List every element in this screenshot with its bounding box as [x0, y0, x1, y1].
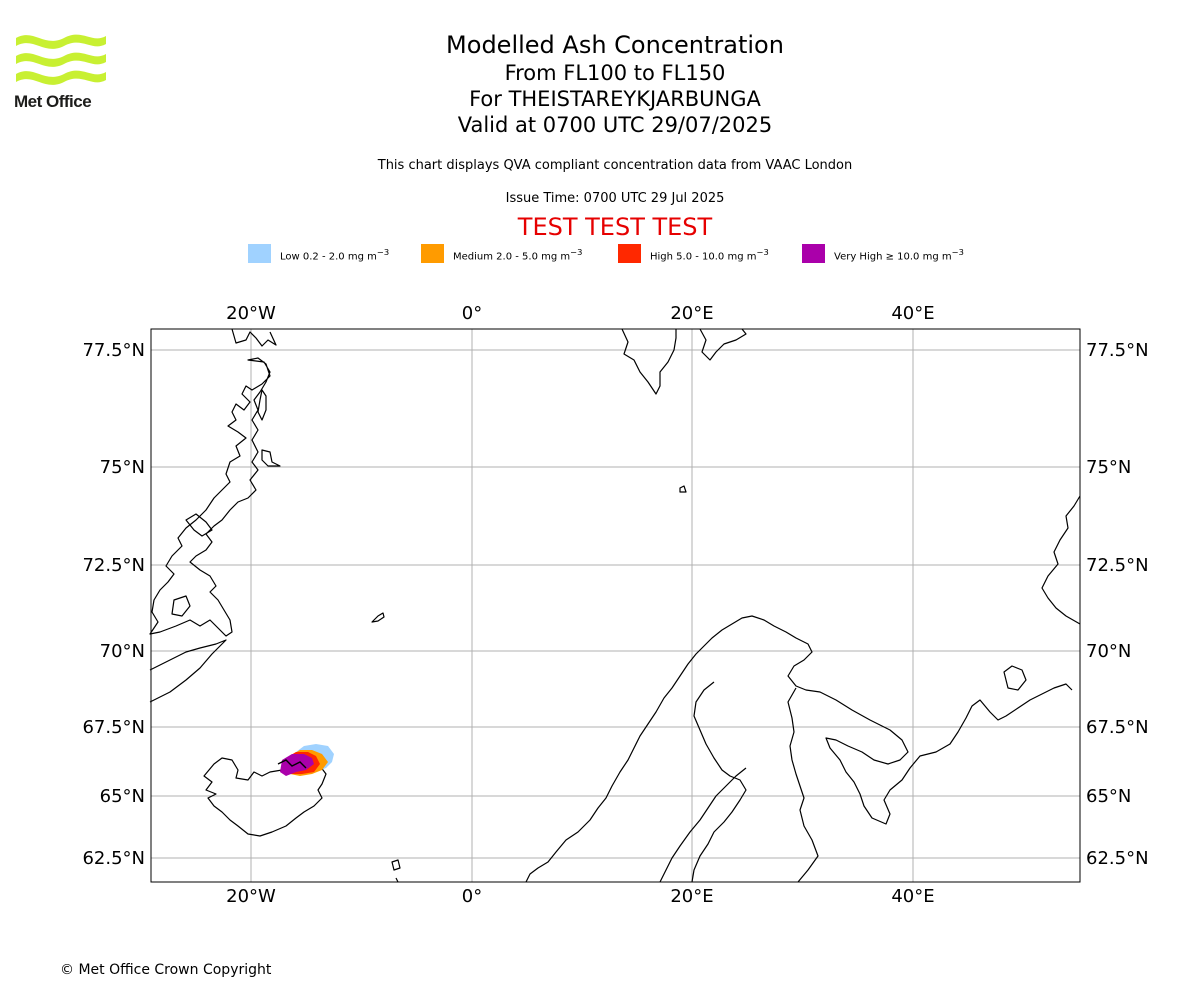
lon-label: 20°E — [670, 886, 713, 907]
longitude-labels-bottom: 20°W 0° 20°E 40°E — [226, 886, 934, 907]
lat-label: 77.5°N — [1086, 340, 1149, 361]
map-gridlines — [151, 329, 1080, 882]
lat-label: 65°N — [1086, 786, 1131, 807]
ash-plume — [277, 744, 334, 776]
lon-label: 20°W — [226, 886, 276, 907]
lat-label: 62.5°N — [82, 848, 145, 869]
lon-label: 20°W — [226, 303, 276, 324]
iceland-coast — [203, 757, 327, 837]
longitude-labels-top: 20°W 0° 20°E 40°E — [226, 303, 934, 324]
lat-label: 67.5°N — [82, 717, 145, 738]
met-office-wave-icon — [16, 34, 106, 85]
lat-label: 70°N — [100, 641, 145, 662]
scandinavia-coast — [525, 615, 1073, 883]
svalbard-coast — [621, 328, 747, 395]
chart-description: This chart displays QVA compliant concen… — [377, 158, 853, 173]
faroe-coast — [391, 859, 401, 883]
lon-label: 40°E — [891, 886, 934, 907]
lat-label: 72.5°N — [82, 555, 145, 576]
chart-title: Modelled Ash Concentration — [446, 31, 784, 59]
flight-levels: From FL100 to FL150 — [504, 61, 726, 85]
lat-label: 75°N — [100, 457, 145, 478]
legend-unit-exponent: −3 — [951, 247, 964, 257]
latitude-labels-right: 77.5°N 75°N 72.5°N 70°N 67.5°N 65°N 62.5… — [1086, 340, 1149, 869]
jan-mayen-coast — [371, 612, 385, 623]
legend-label: High 5.0 - 10.0 mg m — [650, 251, 757, 263]
logo-wordmark: Met Office — [14, 92, 92, 111]
lat-label: 62.5°N — [1086, 848, 1149, 869]
lon-label: 20°E — [670, 303, 713, 324]
legend-swatch — [802, 244, 825, 263]
legend-unit-exponent: −3 — [756, 247, 769, 257]
copyright-notice: © Met Office Crown Copyright — [60, 962, 272, 978]
test-banner: TEST TEST TEST — [517, 213, 713, 241]
legend-unit-exponent: −3 — [570, 247, 583, 257]
lat-label: 70°N — [1086, 641, 1131, 662]
lat-label: 77.5°N — [82, 340, 145, 361]
lat-label: 65°N — [100, 786, 145, 807]
legend-label: Low 0.2 - 2.0 mg m — [280, 251, 377, 263]
lat-label: 75°N — [1086, 457, 1131, 478]
met-office-logo — [14, 30, 110, 114]
valid-time: Valid at 0700 UTC 29/07/2025 — [457, 113, 773, 137]
legend-swatch — [421, 244, 444, 263]
concentration-legend: Low 0.2 - 2.0 mg m−3 Medium 2.0 - 5.0 mg… — [0, 244, 1200, 264]
legend-unit-exponent: −3 — [376, 247, 390, 257]
lat-label: 72.5°N — [1086, 555, 1149, 576]
lat-label: 67.5°N — [1086, 717, 1149, 738]
volcano-name: For THEISTAREYKJARBUNGA — [469, 87, 761, 111]
chart-title-block: Modelled Ash Concentration From FL100 to… — [0, 30, 1200, 138]
greenland-coast — [149, 328, 277, 637]
legend-swatch — [248, 244, 271, 263]
latitude-labels-left: 77.5°N 75°N 72.5°N 70°N 67.5°N 65°N 62.5… — [82, 340, 145, 869]
coastlines — [149, 328, 1081, 883]
lon-label: 0° — [462, 303, 482, 324]
volcano-area-outline — [277, 759, 307, 769]
russia-coast — [1041, 495, 1081, 625]
ash-very-high-area — [280, 754, 314, 776]
lon-label: 40°E — [891, 303, 934, 324]
legend-swatch — [618, 244, 641, 263]
legend-label: Medium 2.0 - 5.0 mg m — [453, 251, 571, 263]
issue-time: Issue Time: 0700 UTC 29 Jul 2025 — [505, 191, 725, 206]
legend-label: Very High ≥ 10.0 mg m — [834, 251, 952, 263]
lon-label: 0° — [462, 886, 482, 907]
map-frame — [150, 328, 1081, 883]
